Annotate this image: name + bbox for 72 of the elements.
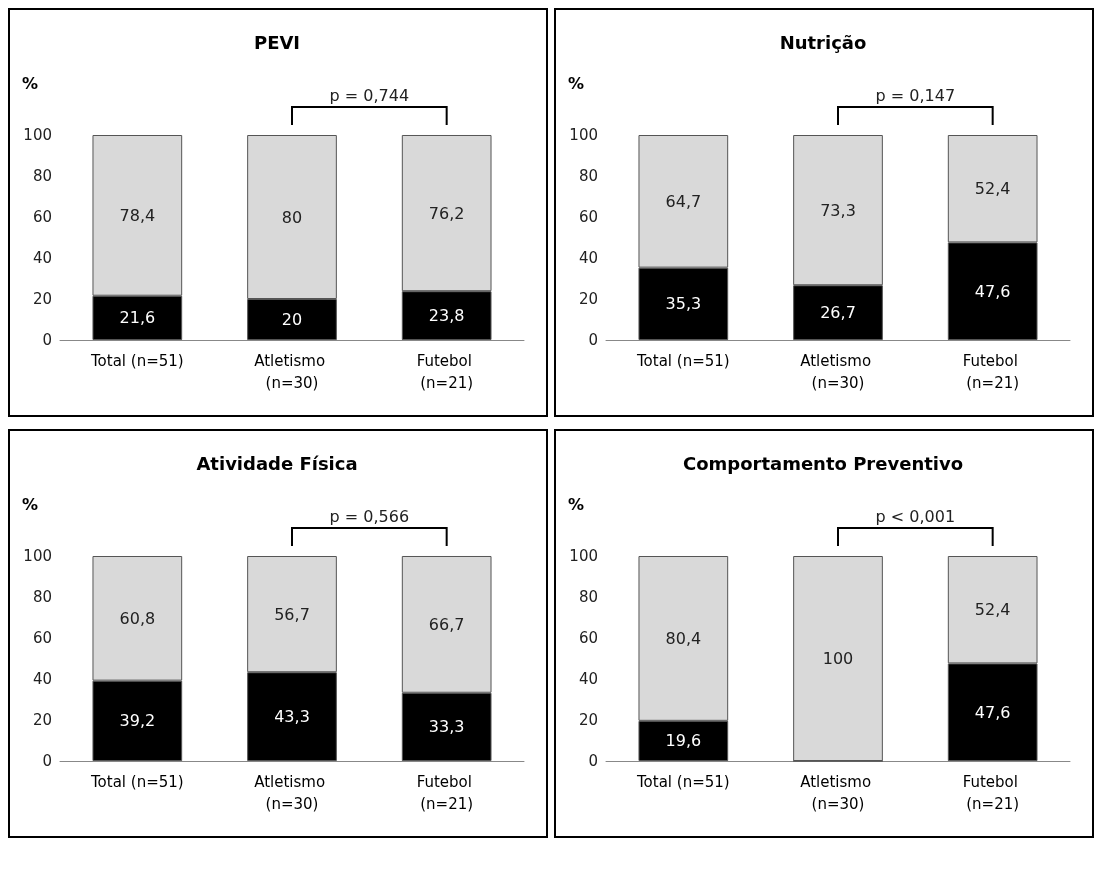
- y-tick-label: 20: [32, 290, 52, 308]
- data-label: 80: [281, 207, 303, 227]
- data-label: 80,4: [665, 628, 702, 648]
- data-label: 52,4: [974, 600, 1011, 620]
- y-tick-label: 0: [42, 331, 52, 349]
- y-tick-label: 80: [32, 167, 52, 185]
- x-tick-label: Atletismo (n=30): [254, 352, 330, 392]
- y-tick-label: 80: [578, 588, 598, 606]
- y-tick-label: 100: [569, 126, 598, 144]
- text: p = 0,147: [875, 85, 956, 105]
- y-tick-label: 40: [578, 670, 598, 688]
- x-tick-label: Total (n=51): [636, 352, 730, 370]
- y-axis-title: %: [568, 73, 585, 93]
- text: p < 0,001: [875, 506, 956, 526]
- y-tick-label: 40: [578, 249, 598, 267]
- y-tick-label: 60: [32, 629, 52, 647]
- y-tick-label: 0: [42, 752, 52, 770]
- chart-title: Nutrição: [779, 31, 867, 53]
- y-tick-label: 20: [578, 290, 598, 308]
- data-label: 60,8: [119, 608, 156, 628]
- data-label: 47,6: [974, 281, 1011, 301]
- y-tick-label: 20: [578, 711, 598, 729]
- y-tick-label: 100: [23, 126, 52, 144]
- data-label: 39,2: [119, 711, 156, 731]
- y-axis-title: %: [22, 494, 39, 514]
- data-label: 66,7: [428, 614, 465, 634]
- bar: [793, 556, 883, 761]
- chart-title: Atividade Física: [196, 452, 358, 474]
- data-label: 20: [281, 310, 303, 329]
- y-tick-label: 80: [578, 167, 598, 185]
- y-tick-label: 80: [32, 588, 52, 606]
- data-label: 35,3: [665, 294, 702, 314]
- text: p = 0,566: [329, 506, 410, 526]
- data-label: 52,4: [974, 179, 1011, 199]
- y-tick-label: 60: [32, 208, 52, 226]
- data-label: 73,3: [820, 200, 856, 220]
- data-label: 56,7: [274, 604, 310, 624]
- y-tick-label: 40: [32, 249, 52, 267]
- chart-title: Comportamento Preventivo: [682, 452, 964, 474]
- y-tick-label: 0: [588, 752, 598, 770]
- x-tick-label: Total (n=51): [636, 773, 730, 791]
- data-label: 47,6: [974, 702, 1011, 722]
- y-axis-title: %: [568, 494, 585, 514]
- x-tick-label: Atletismo (n=30): [800, 352, 876, 392]
- data-label: 19,6: [665, 731, 702, 751]
- x-tick-label: Total (n=51): [90, 352, 184, 370]
- data-label: 26,7: [820, 303, 856, 323]
- x-tick-label: Atletismo (n=30): [800, 773, 876, 813]
- data-label: 33,3: [428, 717, 465, 737]
- y-tick-label: 0: [588, 331, 598, 349]
- x-tick-label: Futebol (n=21): [416, 352, 477, 392]
- data-label: 21,6: [119, 308, 156, 328]
- y-tick-label: 100: [569, 547, 598, 565]
- y-tick-label: 20: [32, 711, 52, 729]
- x-tick-label: Total (n=51): [90, 773, 184, 791]
- chart-title: PEVI: [253, 31, 301, 53]
- data-label: 64,7: [665, 191, 702, 211]
- data-label: 76,2: [428, 203, 465, 223]
- y-tick-label: 40: [32, 670, 52, 688]
- x-tick-label: Futebol (n=21): [962, 773, 1023, 813]
- data-label: 43,3: [274, 707, 310, 727]
- y-tick-label: 100: [23, 547, 52, 565]
- y-tick-label: 60: [578, 208, 598, 226]
- data-label: 78,4: [119, 205, 156, 225]
- x-tick-label: Atletismo (n=30): [254, 773, 330, 813]
- text: p = 0,744: [329, 85, 410, 105]
- y-tick-label: 60: [578, 629, 598, 647]
- x-tick-label: Futebol (n=21): [962, 352, 1023, 392]
- data-label: 23,8: [428, 306, 465, 326]
- data-label: 100: [822, 649, 854, 668]
- y-axis-title: %: [22, 73, 39, 93]
- x-tick-label: Futebol (n=21): [416, 773, 477, 813]
